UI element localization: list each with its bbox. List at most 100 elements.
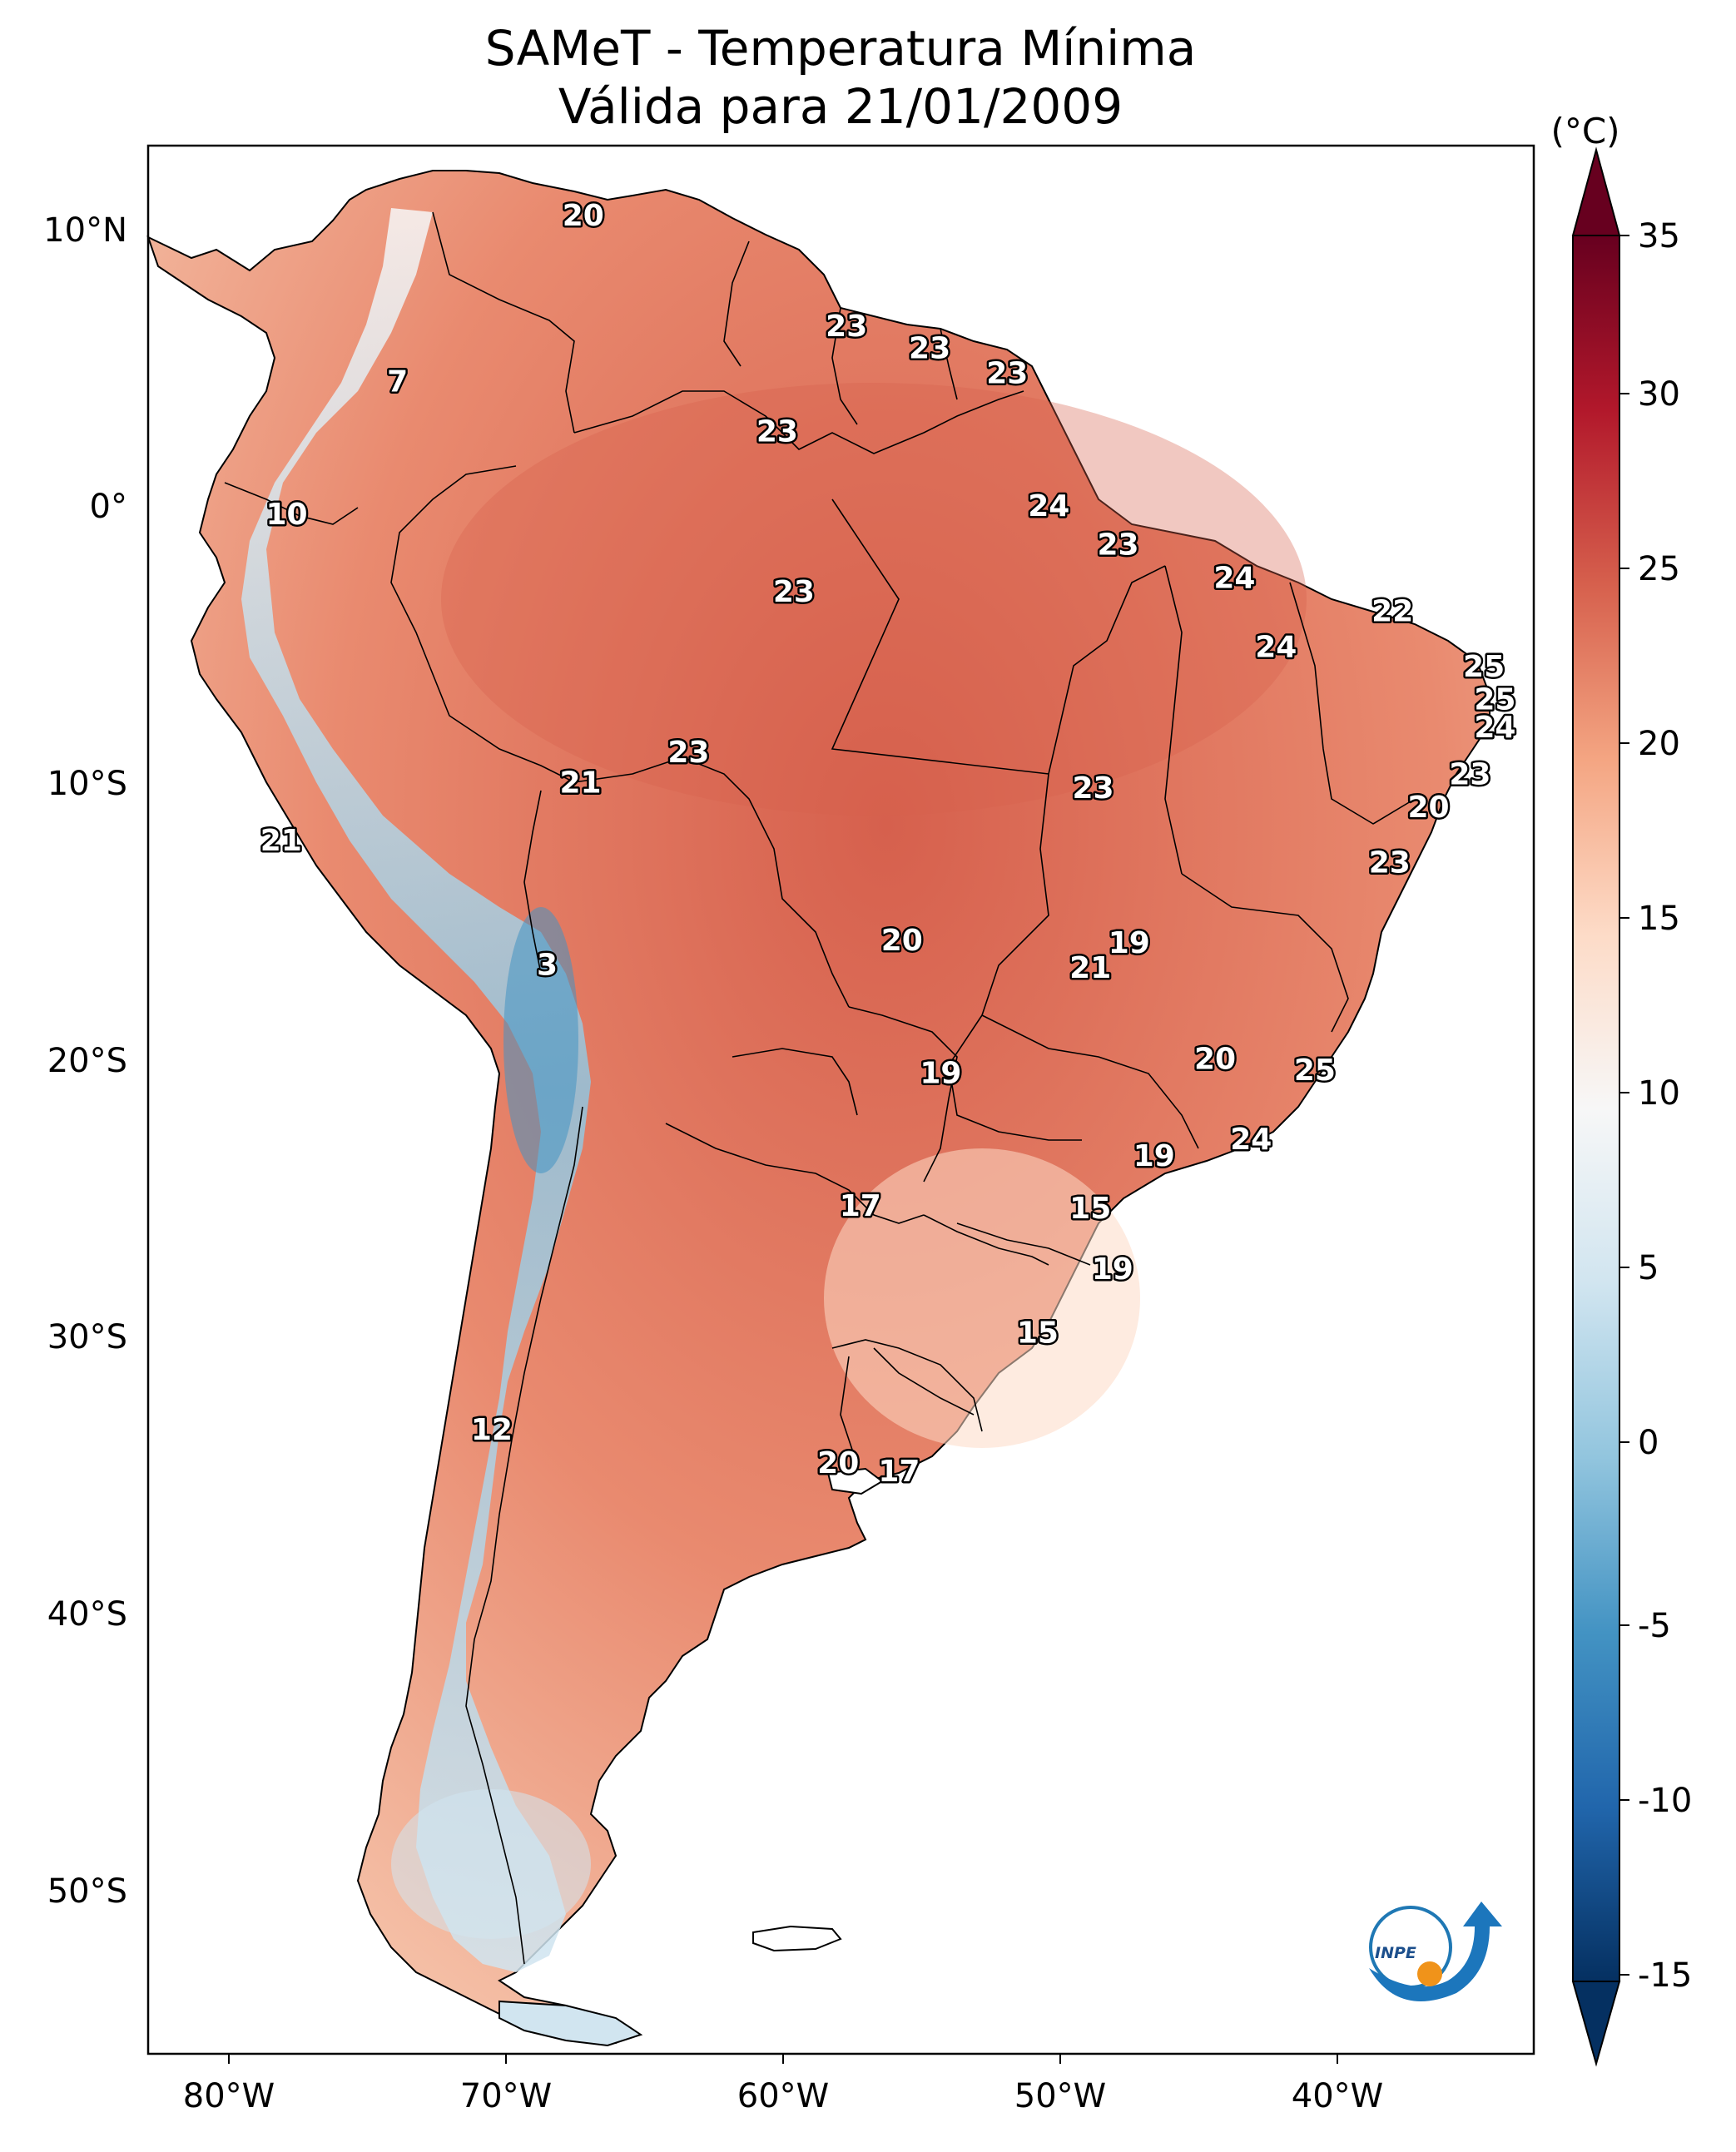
temperature-label: 10 — [265, 498, 307, 532]
inpe-logo-text: INPE — [1375, 1944, 1416, 1962]
temperature-label: 20 — [881, 924, 923, 958]
border-venezuela-guyana — [723, 240, 750, 367]
border-brazil-states-3 — [981, 773, 1049, 1016]
cbar-tick-label: -5 — [1638, 1607, 1671, 1645]
colorbar-ticks: 35 30 25 20 15 10 5 0 -5 -10 -15 — [1619, 217, 1692, 1995]
temperature-label: 19 — [920, 1056, 961, 1090]
temperature-label: 23 — [1369, 846, 1411, 880]
border-brazil-states-6 — [981, 1014, 1199, 1149]
temperature-label: 23 — [667, 736, 709, 770]
temperature-label: 21 — [260, 824, 302, 858]
border-paraguay-brazil — [848, 1006, 958, 1183]
altiplano-cold-core — [503, 907, 578, 1173]
border-brazil-states-5 — [1181, 873, 1349, 1033]
temperature-label: 12 — [471, 1413, 513, 1447]
colorbar-bottom-arrow — [1571, 1981, 1621, 2067]
cbar-tick-label: 20 — [1638, 725, 1680, 763]
temperature-label: 19 — [1092, 1252, 1133, 1287]
inpe-logo-sun — [1417, 1961, 1442, 1986]
temperature-label: 21 — [1069, 951, 1111, 985]
border-uruguay — [831, 1339, 983, 1432]
temperature-label: 25 — [1463, 650, 1505, 684]
temperature-label: 23 — [1072, 771, 1114, 806]
temperature-label: 23 — [1449, 757, 1490, 791]
lat-tick-label: 40°S — [47, 1595, 127, 1634]
border-colombia-venezuela — [432, 211, 575, 434]
lon-tick-label: 50°W — [1014, 2077, 1106, 2115]
lon-tick-label: 60°W — [737, 2077, 829, 2115]
temperature-label: 25 — [1294, 1054, 1336, 1088]
temperature-label: 24 — [1474, 711, 1515, 745]
border-chile-argentina — [465, 1106, 583, 1965]
map-title-line1: SAMeT - Temperatura Mínima — [485, 20, 1197, 77]
border-argentina-provinces-1 — [840, 1356, 858, 1465]
border-bolivia-paraguay — [732, 1048, 858, 1116]
amazon-warm-core — [441, 383, 1307, 816]
falkland-islands — [752, 1925, 842, 1952]
border-argentina-paraguay — [665, 1123, 925, 1224]
border-argentina-provinces-2 — [873, 1347, 975, 1416]
temperature-label: 15 — [1069, 1192, 1111, 1226]
border-ecuador-peru — [224, 482, 359, 525]
cbar-tick-label: 5 — [1638, 1249, 1659, 1287]
temperature-label: 23 — [773, 575, 815, 609]
border-brazil-north — [573, 390, 1024, 454]
temperature-label: 20 — [817, 1446, 859, 1480]
lon-tick-label: 70°W — [460, 2077, 552, 2115]
temperature-label: 23 — [909, 332, 950, 366]
lat-tick-label: 0° — [90, 488, 127, 526]
temperature-label: 23 — [1097, 528, 1138, 563]
temperature-label: 15 — [1017, 1316, 1059, 1351]
lat-tick-label: 10°S — [47, 765, 127, 803]
temperature-label: 25 — [1474, 683, 1515, 717]
longitude-axis: 80°W 70°W 60°W 50°W 40°W — [183, 2054, 1383, 2115]
colorbar-gradient — [1572, 235, 1620, 1982]
lon-tick-label: 80°W — [183, 2077, 275, 2115]
temperature-label: 20 — [1407, 791, 1449, 825]
border-argentina-brazil — [923, 1214, 1049, 1266]
temperature-label: 19 — [1133, 1139, 1175, 1173]
lat-tick-label: 30°S — [47, 1318, 127, 1356]
cbar-tick-label: 35 — [1638, 217, 1680, 255]
temperature-label: 17 — [878, 1455, 920, 1489]
map-title-line2: Válida para 21/01/2009 — [558, 78, 1123, 135]
rio-de-la-plata — [826, 1467, 884, 1495]
temperature-label: 23 — [986, 357, 1028, 391]
south-brazil-cool — [824, 1148, 1140, 1448]
temperature-label: 20 — [563, 199, 604, 233]
border-peru-bolivia — [523, 790, 542, 974]
temperature-label: 23 — [756, 414, 798, 449]
lat-tick-label: 10°N — [43, 211, 127, 250]
cbar-tick-label: 0 — [1638, 1424, 1659, 1462]
temperature-label: 24 — [1028, 489, 1069, 523]
cbar-tick-label: 15 — [1638, 900, 1680, 938]
inpe-logo: INPE — [1369, 1902, 1502, 2001]
patagonia-pale — [391, 1789, 591, 1939]
border-brazil-states-8 — [1289, 582, 1416, 825]
cbar-tick-label: 30 — [1638, 375, 1680, 414]
temperature-label: 24 — [1213, 561, 1255, 595]
temperature-label: 17 — [840, 1189, 881, 1223]
lat-tick-label: 20°S — [47, 1042, 127, 1080]
latitude-axis: 10°N 0° 10°S 20°S 30°S 40°S 50°S — [43, 211, 127, 1911]
cbar-tick-label: -15 — [1638, 1956, 1692, 1995]
south-america-landmass — [146, 170, 1490, 2047]
temperature-label: 23 — [826, 310, 867, 344]
colorbar: (°C) 35 30 25 20 15 10 5 0 -5 -10 -15 — [1550, 111, 1692, 2067]
border-brazil-states-2 — [1048, 565, 1166, 775]
border-brazil-states-1 — [831, 498, 1049, 775]
lat-tick-label: 50°S — [47, 1872, 127, 1911]
border-brazil-states-7 — [948, 1014, 1082, 1141]
tierra-del-fuego — [498, 2000, 643, 2047]
border-brazil-states-9 — [956, 1222, 1091, 1266]
temperature-label: 22 — [1371, 594, 1413, 628]
temperature-label: 20 — [1194, 1043, 1236, 1077]
cbar-tick-label: 25 — [1638, 550, 1680, 588]
temperature-label: 21 — [559, 766, 601, 800]
border-guyana-suriname — [831, 307, 858, 425]
colorbar-top-arrow — [1571, 146, 1621, 236]
border-bolivia-brazil — [573, 756, 850, 1008]
country-state-borders — [224, 211, 1416, 1965]
